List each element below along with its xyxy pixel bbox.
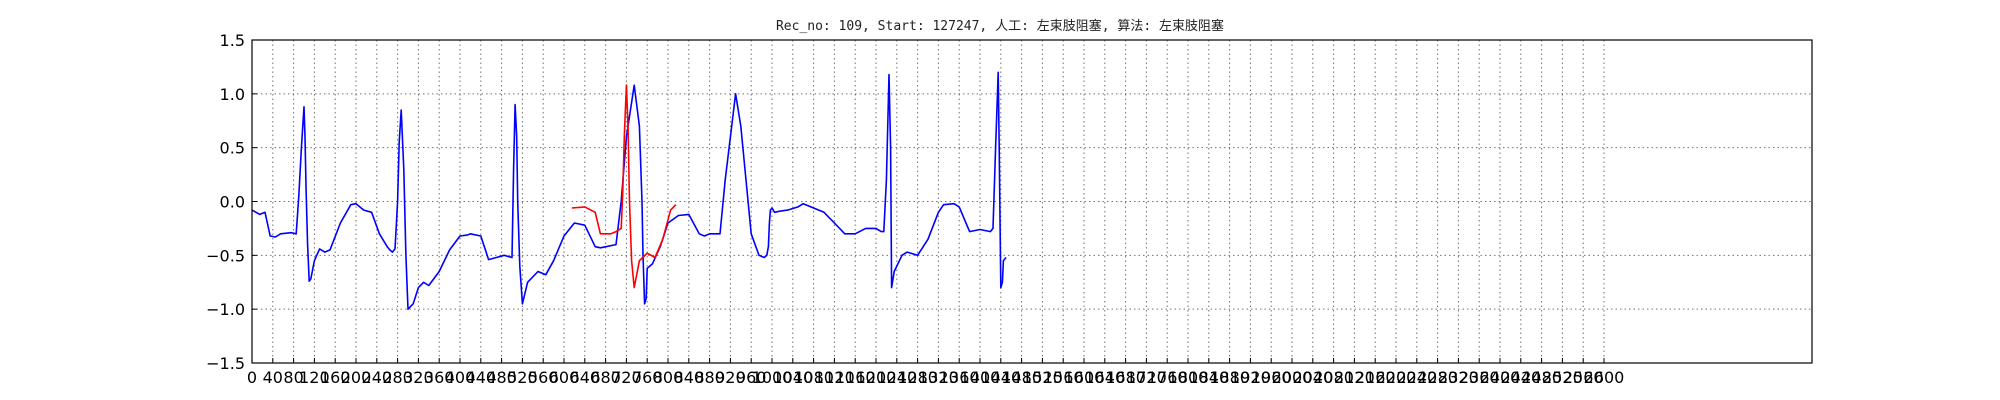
x-tick-label: 2480 bbox=[1521, 368, 1562, 387]
y-tick-label: −1.5 bbox=[206, 354, 245, 373]
x-tick-label: 320 bbox=[403, 368, 434, 387]
ecg-trace-blue bbox=[251, 71, 1007, 310]
x-tick-label: 680 bbox=[590, 368, 621, 387]
x-tick-label: 40 bbox=[263, 368, 283, 387]
x-tick-label: 2560 bbox=[1563, 368, 1604, 387]
x-tick-label: 160 bbox=[320, 368, 351, 387]
x-tick-label: 1680 bbox=[1105, 368, 1146, 387]
x-tick-label: 120 bbox=[299, 368, 330, 387]
x-tick-label: 2320 bbox=[1438, 368, 1479, 387]
x-tick-label: 1480 bbox=[1001, 368, 1042, 387]
x-tick-label: 760 bbox=[632, 368, 663, 387]
x-tick-label: 1320 bbox=[918, 368, 959, 387]
x-tick-label: 1720 bbox=[1126, 368, 1167, 387]
x-tick-label: 1640 bbox=[1084, 368, 1125, 387]
x-tick-label: 560 bbox=[528, 368, 559, 387]
y-tick-label: −0.5 bbox=[206, 246, 245, 265]
x-tick-label: 600 bbox=[549, 368, 580, 387]
x-tick-label: 1880 bbox=[1209, 368, 1250, 387]
x-tick-label: 1800 bbox=[1168, 368, 1209, 387]
chart-title: Rec_no: 109, Start: 127247, 人工: 左束肢阻塞, 算… bbox=[776, 18, 1224, 34]
x-tick-label: 2520 bbox=[1542, 368, 1583, 387]
x-tick-label: 1160 bbox=[835, 368, 876, 387]
x-tick-label: 1520 bbox=[1022, 368, 1063, 387]
x-tick-label: 400 bbox=[445, 368, 476, 387]
x-tick-label: 2040 bbox=[1292, 368, 1333, 387]
x-tick-label: 240 bbox=[362, 368, 393, 387]
y-tick-label: −1.0 bbox=[206, 300, 245, 319]
axes: 0 40 8012016020024028032036040044048052056… bbox=[206, 31, 1813, 387]
y-tick-label: 1.5 bbox=[220, 31, 245, 50]
x-tick-label: 1840 bbox=[1188, 368, 1229, 387]
x-tick-label: 1080 bbox=[793, 368, 834, 387]
x-tick-label: 2120 bbox=[1334, 368, 1375, 387]
x-tick-label: 360 bbox=[424, 368, 455, 387]
x-tick-label: 920 bbox=[715, 368, 746, 387]
x-tick-label: 880 bbox=[694, 368, 725, 387]
plot-frame bbox=[251, 39, 1813, 364]
y-tick-label: 0.0 bbox=[220, 193, 245, 212]
x-tick-label: 480 bbox=[486, 368, 517, 387]
x-tick-label: 1600 bbox=[1064, 368, 1105, 387]
x-tick-label: 2440 bbox=[1500, 368, 1541, 387]
x-tick-label: 720 bbox=[611, 368, 642, 387]
x-tick-label: 200 bbox=[341, 368, 372, 387]
x-tick-label: 1960 bbox=[1251, 368, 1292, 387]
y-tick-label: 0.5 bbox=[220, 139, 245, 158]
x-tick-label: 1560 bbox=[1043, 368, 1084, 387]
x-tick-label: 2400 bbox=[1480, 368, 1521, 387]
x-tick-label: 840 bbox=[674, 368, 705, 387]
x-tick-label: 2160 bbox=[1355, 368, 1396, 387]
x-tick-label: 2240 bbox=[1396, 368, 1437, 387]
grid-lines bbox=[251, 39, 1812, 364]
x-tick-label: 80 bbox=[283, 368, 303, 387]
ecg-trace-red bbox=[571, 84, 677, 289]
x-tick-label: 640 bbox=[570, 368, 601, 387]
series-layer bbox=[251, 71, 1007, 310]
x-tick-label: 2000 bbox=[1272, 368, 1313, 387]
x-tick-label: 2200 bbox=[1376, 368, 1417, 387]
x-tick-label: 280 bbox=[382, 368, 413, 387]
y-tick-label: 1.0 bbox=[220, 85, 245, 104]
x-tick-label: 2280 bbox=[1417, 368, 1458, 387]
x-tick-label: 2080 bbox=[1313, 368, 1354, 387]
x-tick-label: 1240 bbox=[876, 368, 917, 387]
x-tick-label: 440 bbox=[466, 368, 497, 387]
x-tick-label: 800 bbox=[653, 368, 684, 387]
x-tick-label: 1400 bbox=[960, 368, 1001, 387]
x-tick-label: 1120 bbox=[814, 368, 855, 387]
x-tick-label: 1000 bbox=[752, 368, 793, 387]
x-tick-label: 1040 bbox=[772, 368, 813, 387]
x-tick-label: 1920 bbox=[1230, 368, 1271, 387]
x-tick-label: 1200 bbox=[856, 368, 897, 387]
x-tick-label: 0 bbox=[247, 368, 257, 387]
x-tick-label: 1360 bbox=[939, 368, 980, 387]
x-tick-label: 1280 bbox=[897, 368, 938, 387]
x-tick-label: 1440 bbox=[980, 368, 1021, 387]
x-tick-label: 2360 bbox=[1459, 368, 1500, 387]
x-tick-label: 520 bbox=[507, 368, 538, 387]
x-tick-label: 2600 bbox=[1584, 368, 1625, 387]
x-tick-label: 1760 bbox=[1147, 368, 1188, 387]
x-tick-label: 960 bbox=[736, 368, 767, 387]
